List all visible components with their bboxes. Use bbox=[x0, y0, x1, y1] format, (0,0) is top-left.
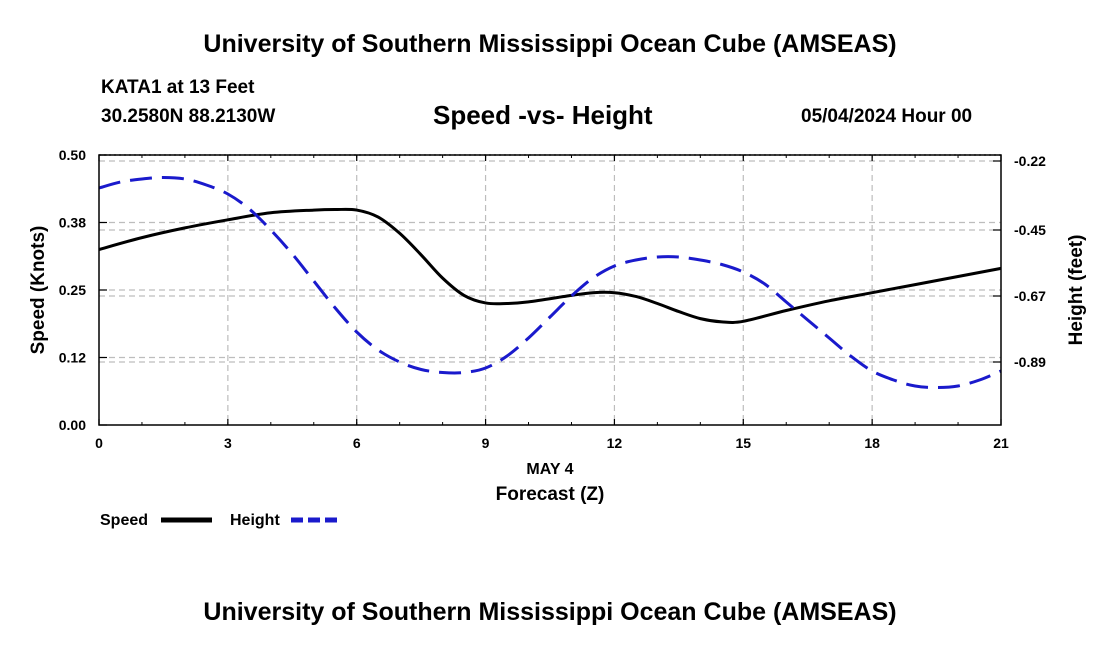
x-tick-label: 18 bbox=[864, 435, 880, 451]
series-speed-line bbox=[98, 207, 1002, 324]
legend-height-label: Height bbox=[230, 512, 280, 529]
date-label: MAY 4 bbox=[526, 461, 573, 478]
y2-tick-label: -0.22 bbox=[1014, 153, 1046, 169]
footer-title: University of Southern Mississippi Ocean… bbox=[203, 598, 897, 626]
chart-title: Speed -vs- Height bbox=[433, 100, 653, 130]
legend: Speed Height bbox=[100, 512, 342, 529]
forecast-datetime: 05/04/2024 Hour 00 bbox=[801, 106, 973, 127]
y2-tick-label: -0.89 bbox=[1014, 354, 1046, 370]
y-tick-label: 0.00 bbox=[59, 417, 86, 433]
x-tick-label: 21 bbox=[993, 435, 1009, 451]
page-title: University of Southern Mississippi Ocean… bbox=[203, 30, 897, 58]
y-tick-label: 0.25 bbox=[59, 282, 86, 298]
y2-axis-label: Height (feet) bbox=[1066, 235, 1087, 346]
legend-speed-label: Speed bbox=[100, 512, 148, 529]
grid-lines bbox=[99, 154, 1001, 425]
y-tick-label: 0.38 bbox=[59, 215, 86, 231]
y-axis-label: Speed (Knots) bbox=[28, 226, 49, 355]
x-tick-label: 3 bbox=[224, 435, 232, 451]
x-tick-label: 6 bbox=[353, 435, 361, 451]
station-coordinates: 30.2580N 88.2130W bbox=[101, 106, 276, 127]
y2-tick-label: -0.67 bbox=[1014, 288, 1046, 304]
x-tick-label: 15 bbox=[735, 435, 751, 451]
y-tick-label: 0.12 bbox=[59, 350, 86, 366]
x-tick-label: 9 bbox=[482, 435, 490, 451]
station-label: KATA1 at 13 Feet bbox=[101, 77, 255, 98]
series-height-line bbox=[98, 176, 1002, 389]
x-tick-label: 0 bbox=[95, 435, 103, 451]
series-lines bbox=[98, 176, 1002, 389]
y-tick-label: 0.50 bbox=[59, 147, 86, 163]
y2-tick-label: -0.45 bbox=[1014, 222, 1046, 238]
x-axis-label: Forecast (Z) bbox=[496, 484, 605, 505]
x-tick-label: 12 bbox=[607, 435, 623, 451]
axes: 0 3 6 9 12 15 18 21 0.00 0.12 0.25 0.38 0.50 -0.22 -0.… bbox=[59, 147, 1046, 451]
